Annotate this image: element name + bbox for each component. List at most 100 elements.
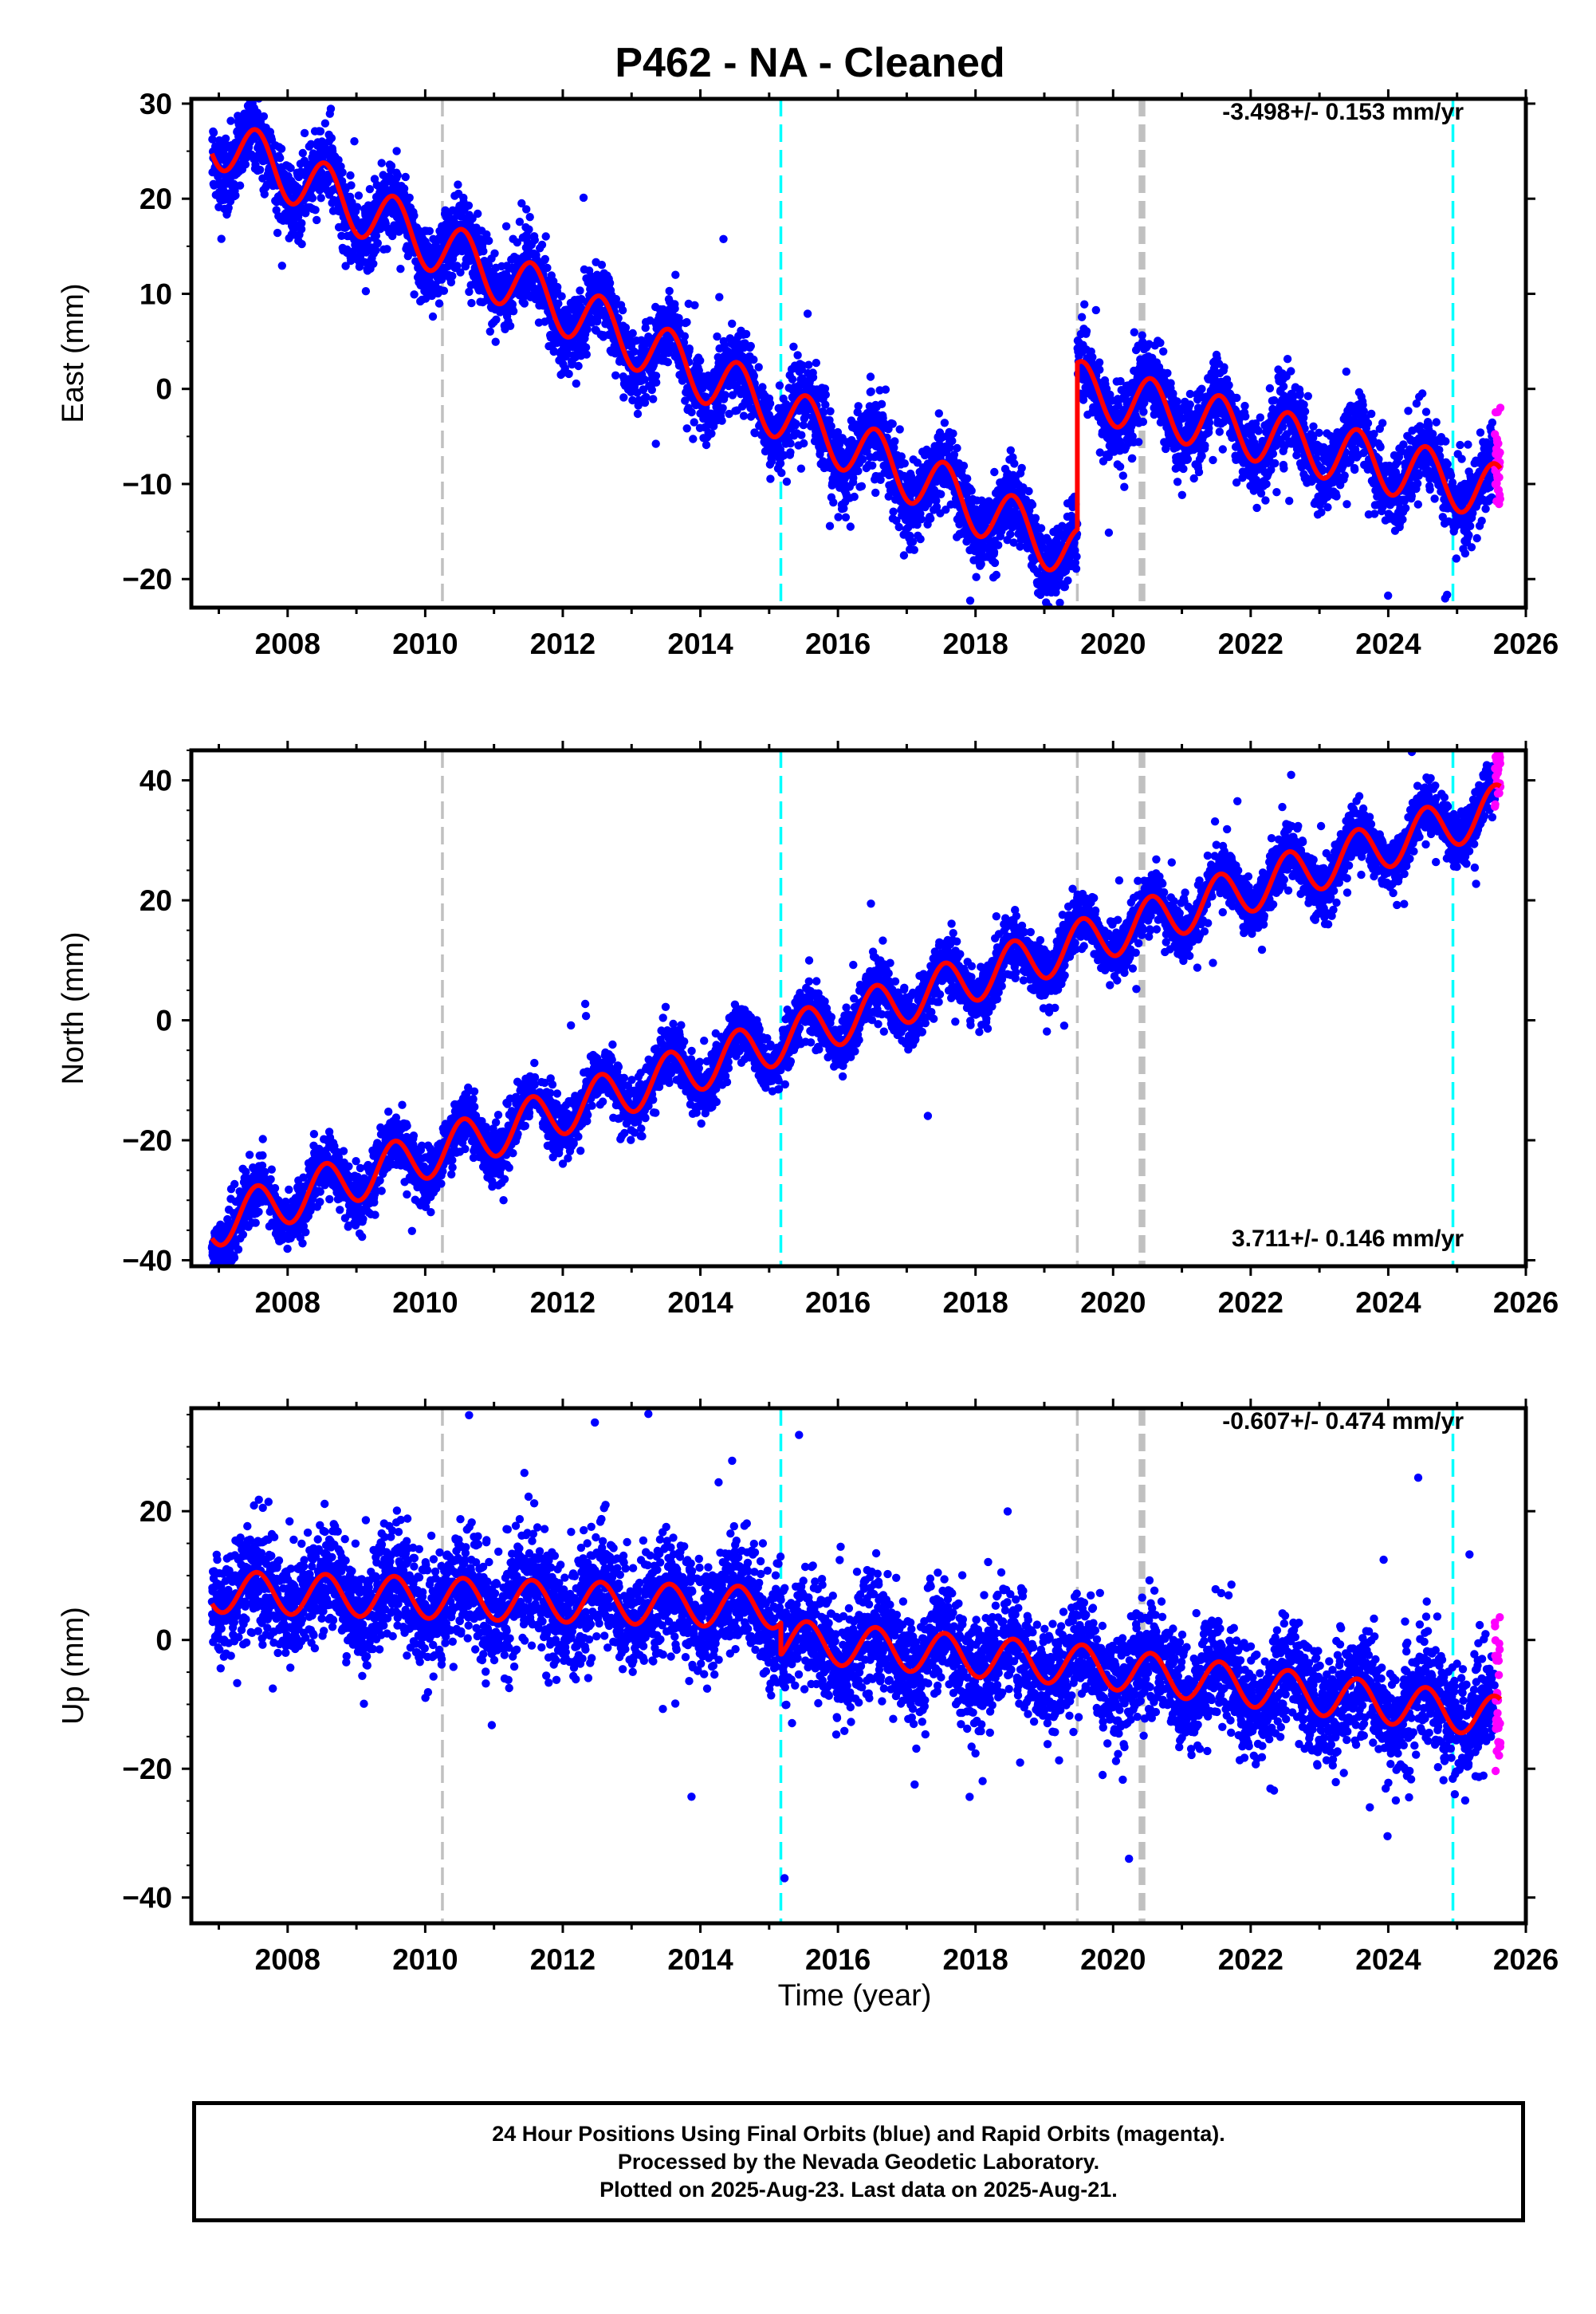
final-point [746,341,755,351]
final-point [754,363,763,372]
final-point [530,235,539,245]
final-point [541,232,550,241]
final-point [277,262,286,270]
final-point [361,287,371,296]
final-point [520,299,529,308]
final-point [702,440,711,450]
final-point [1205,418,1214,427]
final-point [479,246,488,256]
final-point [868,461,877,470]
final-point [994,541,1003,549]
final-point [758,383,767,392]
final-point [749,372,758,380]
final-point [1232,393,1241,403]
final-point [505,321,515,330]
final-point [508,300,517,309]
final-point [682,424,691,433]
final-point [1262,479,1271,489]
final-point [513,238,521,247]
final-point [713,332,721,341]
final-orbit-points [208,99,1500,608]
final-point [1194,467,1204,477]
final-point [1088,352,1097,362]
final-point [889,507,898,516]
final-point [820,384,830,393]
final-point [425,226,434,235]
final-point [725,409,733,419]
final-point [833,427,843,437]
final-point [866,372,875,381]
final-point [681,396,690,405]
final-point [926,514,935,523]
final-point [741,329,751,339]
final-point [834,513,843,521]
final-point [1120,482,1129,491]
final-point [1252,503,1261,513]
final-point [1173,397,1181,406]
final-point [224,203,233,212]
final-point [347,181,356,190]
final-point [1197,451,1206,461]
final-point [652,378,661,387]
final-point [690,301,699,309]
final-point [965,596,975,605]
final-point [579,193,588,203]
final-point [959,462,969,470]
final-point [821,400,830,409]
final-point [522,205,531,214]
final-point [491,337,500,346]
final-point [605,278,615,288]
final-point [354,191,364,200]
final-point [775,381,784,390]
final-point [492,315,501,324]
event-lines [441,99,1455,608]
final-point [827,422,835,431]
final-point [482,230,491,239]
final-point [371,231,381,240]
final-point [798,361,807,370]
final-point [1201,441,1209,450]
final-point [428,312,438,321]
final-point [294,210,303,218]
final-point [671,270,680,279]
final-point [260,190,269,199]
final-point [316,194,325,203]
final-point [611,294,621,304]
final-point [890,437,899,446]
final-point [858,455,867,464]
final-point [1271,458,1280,468]
final-point [554,299,563,308]
final-point [277,144,286,153]
final-point [1166,379,1175,388]
final-point [696,356,705,365]
final-point [572,379,580,388]
final-point [718,403,727,412]
final-point [276,153,285,163]
final-point [1031,514,1040,522]
final-point [231,191,240,200]
final-point [963,474,972,483]
final-point [826,407,835,415]
final-point [841,513,851,521]
final-point [707,429,716,438]
final-point [793,351,802,360]
final-point [341,262,350,270]
final-point [786,448,795,457]
final-point [326,104,336,113]
final-point [717,416,726,425]
final-point [410,290,419,299]
final-point [371,246,380,255]
final-point [792,419,800,428]
final-point [259,112,269,121]
final-point [226,116,235,125]
final-point [663,358,672,367]
final-point [523,232,532,242]
final-point [1163,368,1172,378]
final-point [1261,496,1270,505]
final-point [1128,454,1137,462]
final-point [881,385,890,394]
final-point [1268,449,1278,458]
final-point [467,298,476,308]
final-point [1265,384,1275,393]
final-point [209,128,218,137]
